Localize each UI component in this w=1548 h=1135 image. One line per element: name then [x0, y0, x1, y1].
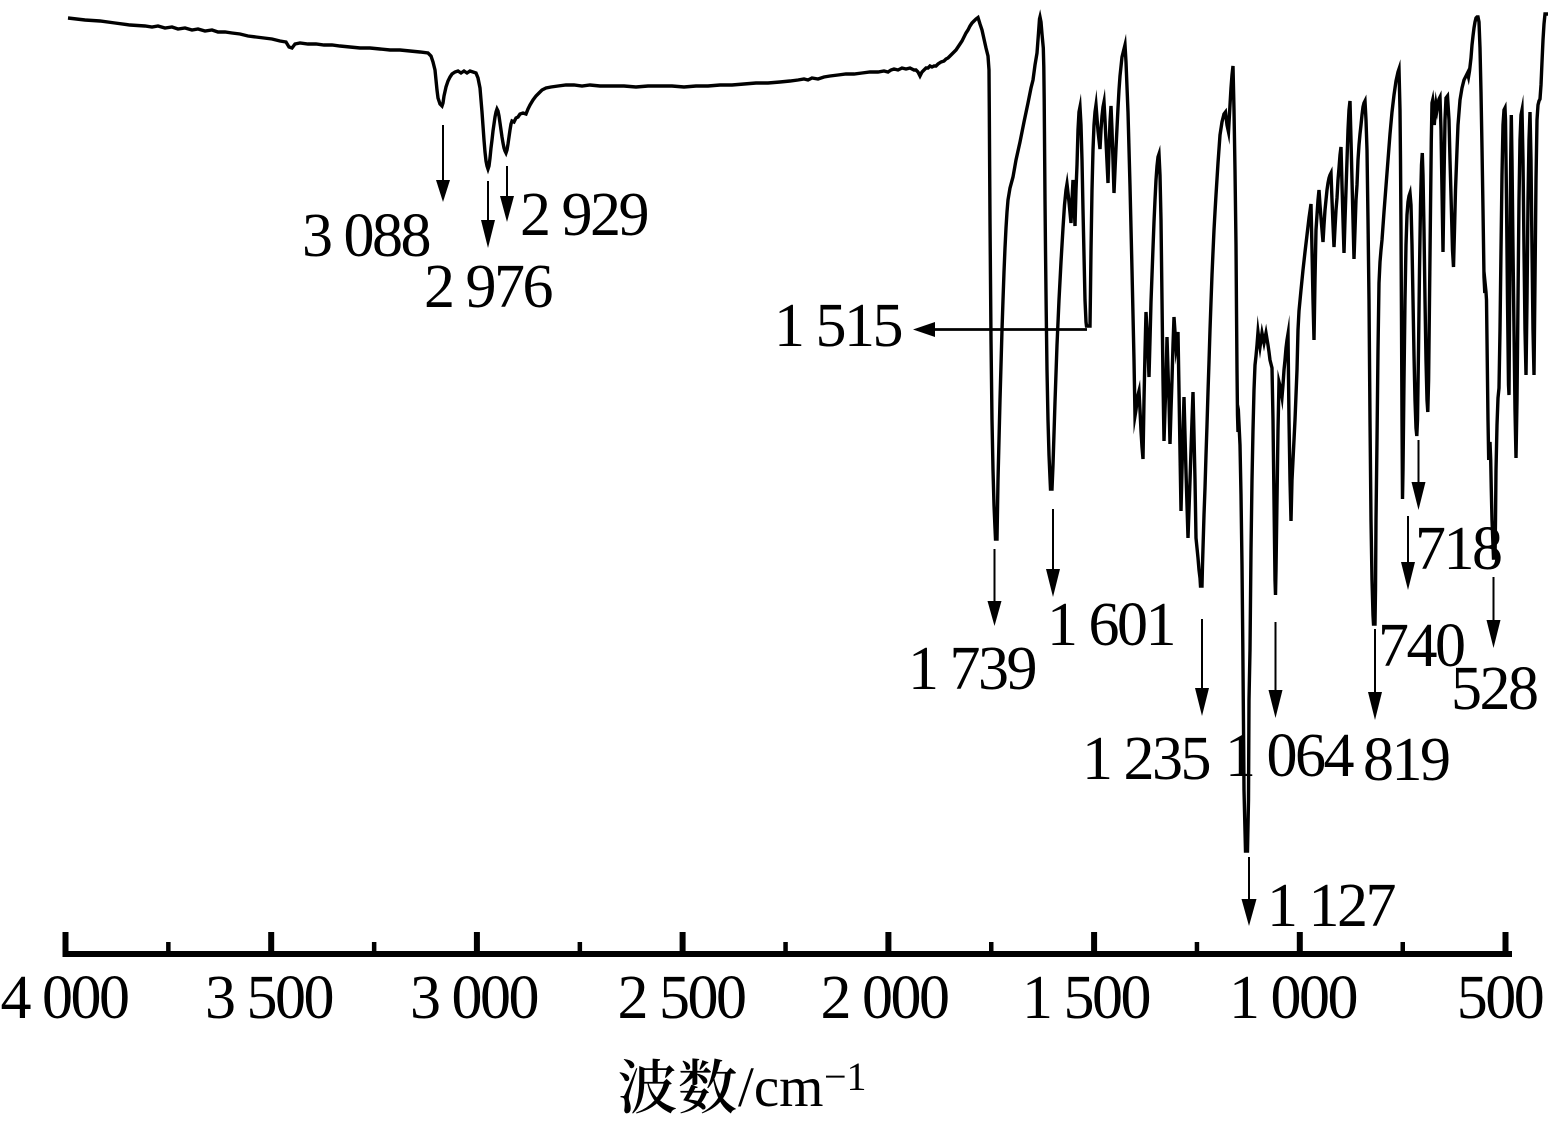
svg-text:1 127: 1 127: [1267, 872, 1396, 940]
svg-text:740: 740: [1378, 612, 1464, 680]
svg-text:1 515: 1 515: [774, 292, 902, 360]
svg-text:4 000: 4 000: [1, 964, 129, 1032]
svg-text:1 500: 1 500: [1022, 964, 1150, 1032]
svg-text:500: 500: [1457, 964, 1543, 1032]
svg-text:1 235: 1 235: [1082, 725, 1210, 793]
svg-text:1 000: 1 000: [1229, 964, 1357, 1032]
svg-text:3 000: 3 000: [410, 964, 538, 1032]
svg-text:1 601: 1 601: [1047, 591, 1174, 659]
svg-text:2 976: 2 976: [424, 253, 553, 321]
svg-text:528: 528: [1451, 655, 1537, 723]
svg-text:3 088: 3 088: [302, 202, 430, 270]
svg-text:3 500: 3 500: [205, 964, 333, 1032]
svg-text:2 000: 2 000: [821, 964, 949, 1032]
svg-text:819: 819: [1363, 726, 1449, 794]
svg-text:2 929: 2 929: [520, 181, 648, 249]
svg-text:1 739: 1 739: [908, 635, 1036, 703]
svg-text:2 500: 2 500: [618, 964, 746, 1032]
svg-text:/cm: /cm: [738, 1056, 823, 1119]
svg-text:1 064: 1 064: [1225, 722, 1355, 790]
svg-text:718: 718: [1415, 515, 1501, 583]
svg-text:−1: −1: [824, 1054, 867, 1099]
